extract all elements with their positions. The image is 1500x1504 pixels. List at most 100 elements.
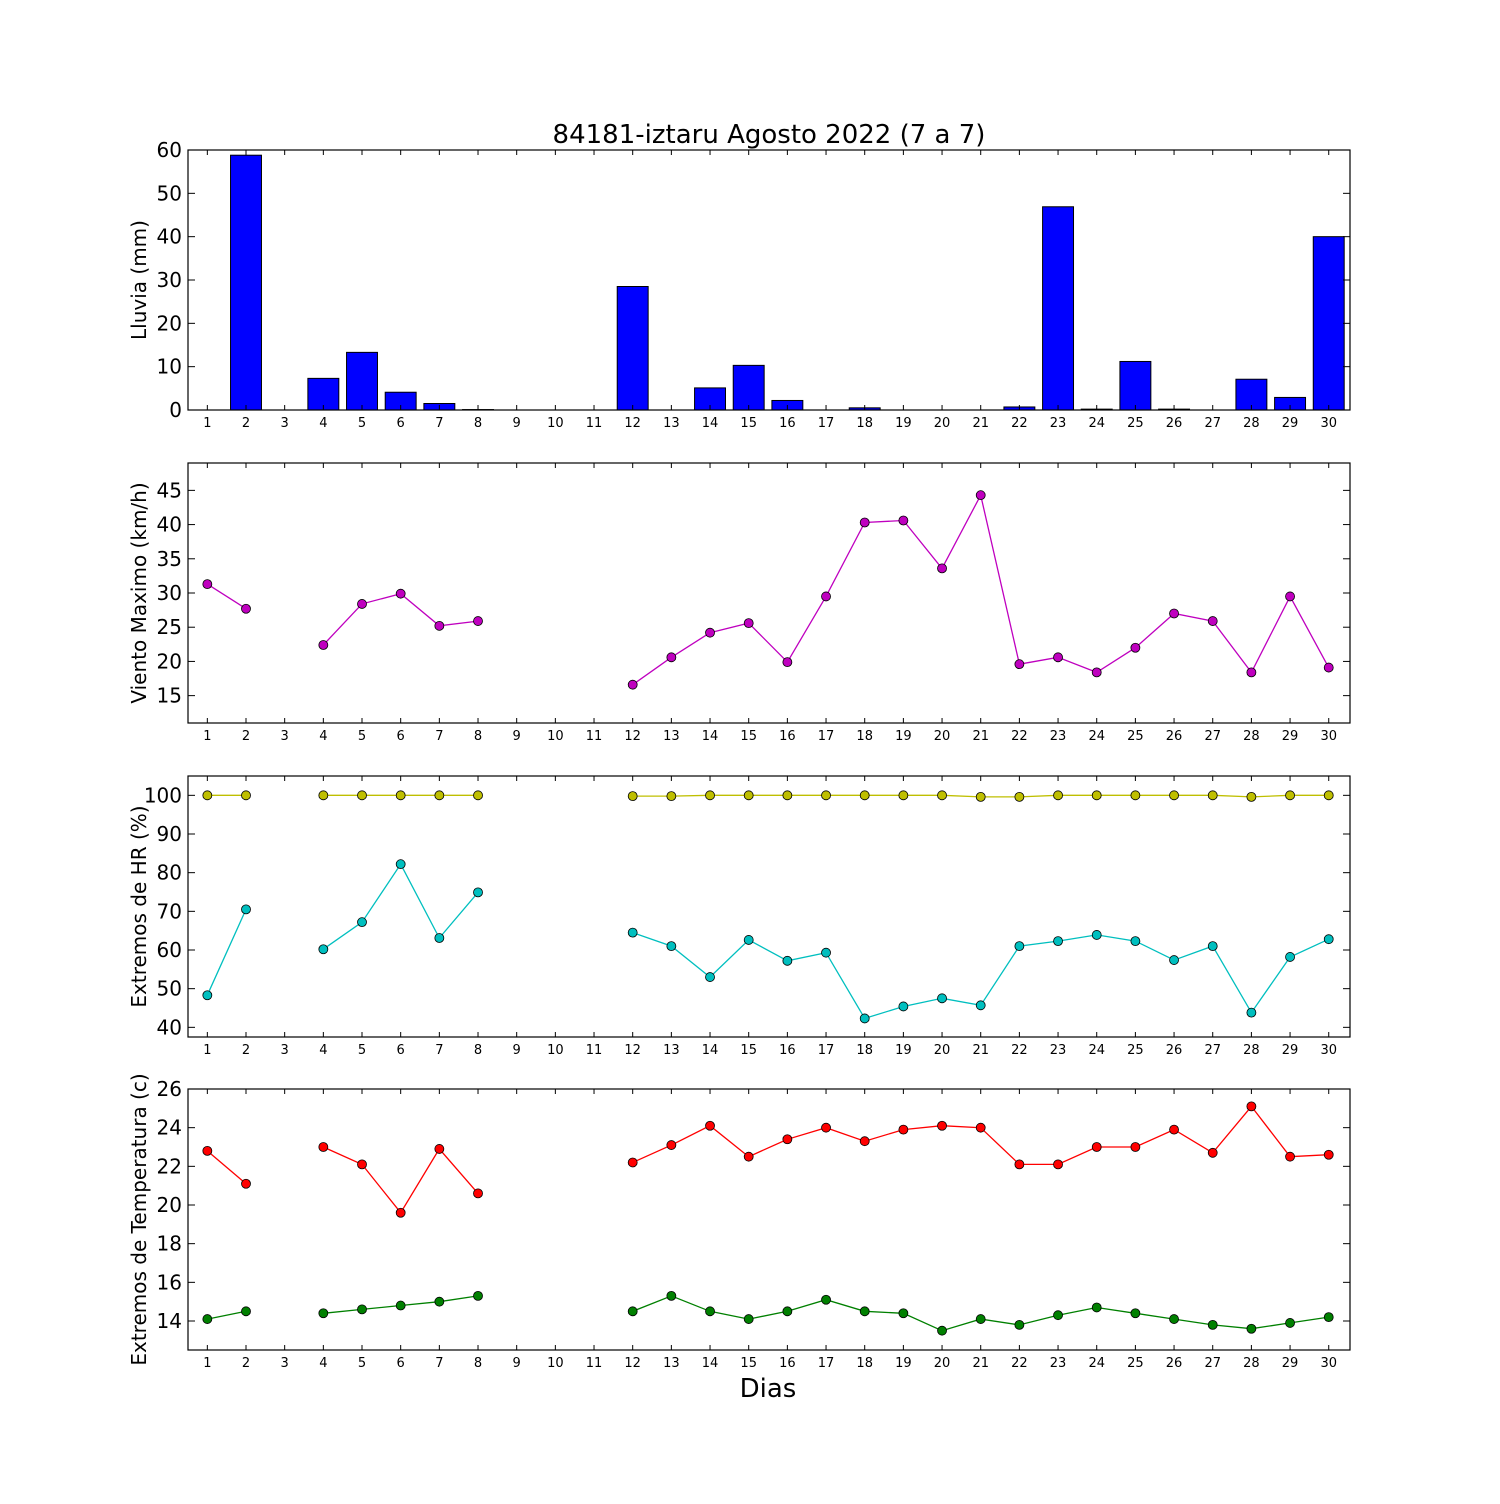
x-tick-label: 13 <box>663 729 680 744</box>
series-1-point-day-29 <box>1286 592 1295 601</box>
x-tick-label: 21 <box>972 1043 989 1058</box>
series-2-point-day-14 <box>706 973 715 982</box>
x-tick-label: 24 <box>1088 1043 1105 1058</box>
x-tick-label: 22 <box>1011 1356 1028 1371</box>
x-tick-label: 9 <box>513 1356 521 1371</box>
x-tick-label: 14 <box>702 416 719 431</box>
series-1-point-day-16 <box>783 1135 792 1144</box>
x-tick-label: 6 <box>397 729 405 744</box>
y-tick-label: 20 <box>157 311 182 335</box>
series-2-point-day-21 <box>976 1315 985 1324</box>
x-tick-label: 10 <box>547 729 564 744</box>
x-tick-label: 13 <box>663 416 680 431</box>
y-tick-label: 70 <box>157 899 182 923</box>
x-tick-label: 5 <box>358 1356 366 1371</box>
x-tick-label: 23 <box>1050 1043 1067 1058</box>
panel-frame <box>188 463 1350 723</box>
series-2-point-day-4 <box>319 945 328 954</box>
x-tick-label: 29 <box>1282 729 1299 744</box>
series-1-point-day-7 <box>435 1144 444 1153</box>
series-1-point-day-1 <box>203 580 212 589</box>
x-tick-label: 17 <box>818 1043 835 1058</box>
series-2-point-day-7 <box>435 934 444 943</box>
series-1-point-day-26 <box>1170 791 1179 800</box>
y-tick-label: 45 <box>157 478 182 502</box>
y-tick-label: 24 <box>157 1116 182 1140</box>
x-tick-label: 13 <box>663 1356 680 1371</box>
y-axis-label: Extremos de HR (%) <box>127 805 151 1007</box>
x-tick-label: 6 <box>397 416 405 431</box>
series-1-point-day-14 <box>706 1121 715 1130</box>
series-1-point-day-17 <box>822 1123 831 1132</box>
series-2-point-day-25 <box>1131 1309 1140 1318</box>
x-tick-label: 29 <box>1282 1356 1299 1371</box>
series-1-point-day-23 <box>1054 653 1063 662</box>
x-tick-label: 8 <box>474 1043 482 1058</box>
series-2-point-day-22 <box>1015 1320 1024 1329</box>
x-tick-label: 20 <box>934 729 951 744</box>
series-1-point-day-27 <box>1208 1148 1217 1157</box>
x-tick-label: 15 <box>740 1043 757 1058</box>
x-tick-label: 3 <box>281 1043 289 1058</box>
x-tick-label: 6 <box>397 1043 405 1058</box>
x-tick-label: 10 <box>547 1043 564 1058</box>
x-tick-label: 30 <box>1320 416 1337 431</box>
series-1-point-day-26 <box>1170 609 1179 618</box>
series-2-point-day-8 <box>474 888 483 897</box>
series-1-point-day-21 <box>976 792 985 801</box>
x-tick-label: 3 <box>281 729 289 744</box>
series-1-point-day-12 <box>628 792 637 801</box>
y-tick-label: 50 <box>157 977 182 1001</box>
series-2-point-day-16 <box>783 1307 792 1316</box>
series-2-point-day-24 <box>1092 930 1101 939</box>
x-tick-label: 8 <box>474 1356 482 1371</box>
series-1-line-segment <box>323 1147 478 1213</box>
x-tick-label: 25 <box>1127 1043 1144 1058</box>
x-tick-label: 15 <box>740 1356 757 1371</box>
x-tick-label: 9 <box>513 416 521 431</box>
x-tick-label: 2 <box>242 729 250 744</box>
series-2-point-day-13 <box>667 1291 676 1300</box>
series-2-point-day-20 <box>938 994 947 1003</box>
x-tick-label: 26 <box>1166 416 1183 431</box>
series-2-point-day-30 <box>1324 1313 1333 1322</box>
x-tick-label: 4 <box>319 416 327 431</box>
y-tick-label: 40 <box>157 513 182 537</box>
series-1-point-day-6 <box>396 589 405 598</box>
series-2-point-day-29 <box>1286 952 1295 961</box>
panel-frame <box>188 776 1350 1037</box>
series-1-point-day-29 <box>1286 1152 1295 1161</box>
series-1-line-segment <box>207 584 246 609</box>
x-tick-label: 7 <box>435 1356 443 1371</box>
x-tick-label: 7 <box>435 416 443 431</box>
y-axis-label: Viento Maximo (km/h) <box>127 482 151 703</box>
series-1-point-day-17 <box>822 592 831 601</box>
x-tick-label: 26 <box>1166 729 1183 744</box>
x-tick-label: 23 <box>1050 1356 1067 1371</box>
series-1-point-day-22 <box>1015 660 1024 669</box>
series-1-point-day-15 <box>744 791 753 800</box>
x-tick-label: 30 <box>1320 729 1337 744</box>
y-axis-label: Lluvia (mm) <box>127 220 151 340</box>
x-tick-label: 27 <box>1204 1356 1221 1371</box>
bar-day-30 <box>1313 237 1344 410</box>
series-2-point-day-12 <box>628 928 637 937</box>
series-1-point-day-24 <box>1092 668 1101 677</box>
x-tick-label: 13 <box>663 1043 680 1058</box>
x-tick-label: 16 <box>779 416 796 431</box>
series-2-point-day-6 <box>396 1301 405 1310</box>
series-2-point-day-24 <box>1092 1303 1101 1312</box>
series-2-point-day-7 <box>435 1297 444 1306</box>
series-2-point-day-28 <box>1247 1324 1256 1333</box>
x-tick-label: 18 <box>856 1356 873 1371</box>
series-1-point-day-21 <box>976 1123 985 1132</box>
x-tick-label: 19 <box>895 729 912 744</box>
series-1-point-day-19 <box>899 791 908 800</box>
series-1-line-segment <box>633 495 1329 685</box>
series-2-point-day-4 <box>319 1309 328 1318</box>
series-2-point-day-17 <box>822 948 831 957</box>
y-tick-label: 16 <box>157 1270 182 1294</box>
